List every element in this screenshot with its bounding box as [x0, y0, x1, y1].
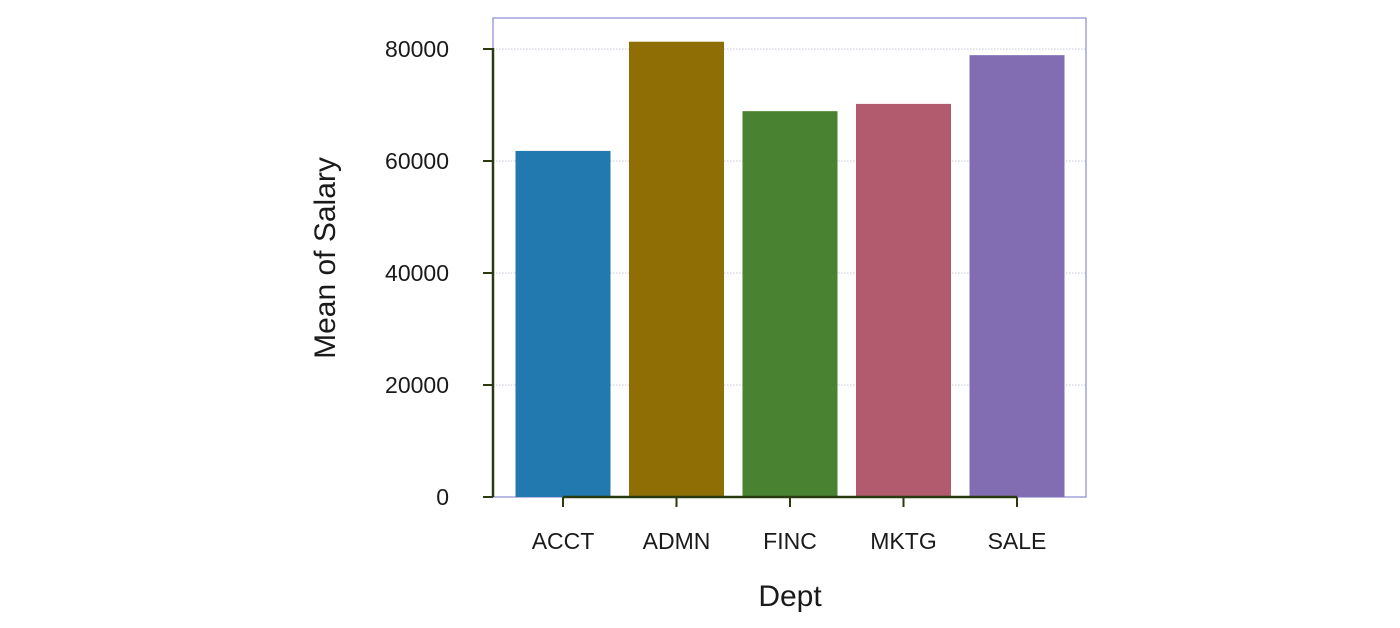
x-tick-label: MKTG — [870, 528, 936, 554]
x-tick-label: SALE — [988, 528, 1047, 554]
x-tick-label: FINC — [763, 528, 817, 554]
bar-mktg — [856, 103, 951, 497]
x-tick-label: ADMN — [643, 528, 711, 554]
y-tick-label: 20000 — [385, 372, 449, 398]
y-tick-label: 80000 — [385, 36, 449, 62]
x-tick-label: ACCT — [532, 528, 595, 554]
bars — [515, 41, 1065, 498]
x-ticks: ACCT ADMN FINC MKTG SALE — [532, 497, 1047, 554]
bar-finc — [742, 111, 838, 497]
y-tick-label: 40000 — [385, 260, 449, 286]
y-tick-label: 0 — [436, 484, 449, 510]
bar-acct — [515, 150, 611, 498]
x-axis-title: Dept — [758, 580, 822, 613]
y-tick-label: 60000 — [385, 148, 449, 174]
y-axis-title: Mean of Salary — [309, 157, 342, 359]
bar-admn — [629, 41, 724, 497]
bar-sale — [969, 55, 1065, 497]
y-ticks: 0 20000 40000 60000 80000 — [385, 36, 493, 510]
